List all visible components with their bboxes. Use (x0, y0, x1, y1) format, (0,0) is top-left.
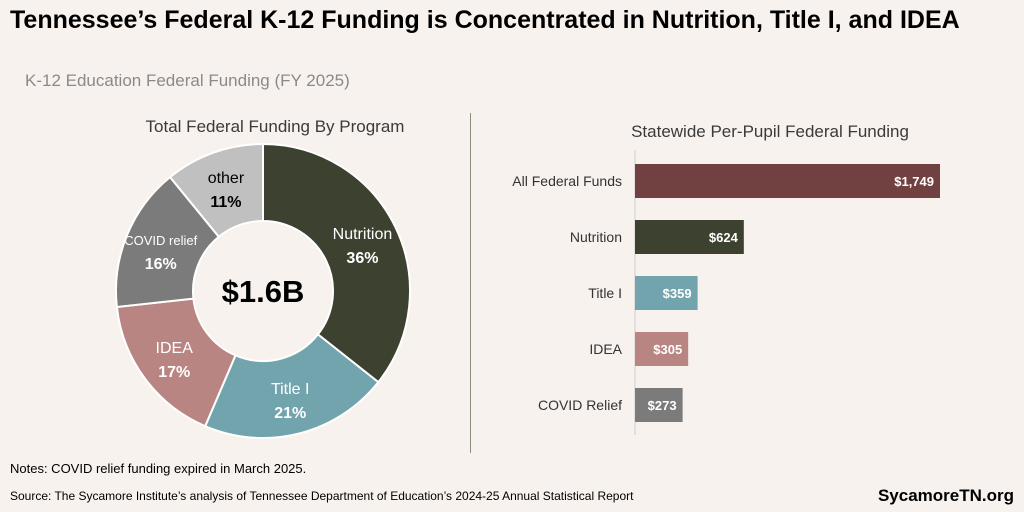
panel-divider (470, 113, 471, 453)
donut-slice-nutrition (262, 143, 411, 384)
bar-title-i (635, 276, 698, 310)
bar-covid-relief (635, 388, 683, 422)
donut-chart-title: Total Federal Funding By Program (145, 117, 405, 136)
bar-category-label: Nutrition (570, 229, 622, 245)
donut-label-other: other (208, 170, 245, 187)
donut-slice-other (168, 143, 264, 239)
donut-value-idea: 17% (158, 364, 190, 381)
brand-logo-text: SycamoreTN.org (877, 486, 1014, 505)
bar-value-label: $624 (709, 230, 739, 245)
bar-chart: All Federal Funds $1,749 Nutrition $624 Titl… (512, 150, 940, 435)
bar-value-label: $359 (663, 286, 692, 301)
donut-label-idea: IDEA (156, 340, 194, 357)
bar-category-label: IDEA (589, 341, 622, 357)
donut-label-nutrition: Nutrition (333, 226, 393, 243)
donut-label-title-i: Title I (271, 381, 310, 398)
donut-value-title-i: 21% (274, 405, 306, 422)
bar-category-label: All Federal Funds (512, 173, 622, 189)
donut-center-label: $1.6B (222, 274, 305, 309)
notes-text: Notes: COVID relief funding expired in M… (10, 461, 307, 476)
bar-idea (635, 332, 689, 366)
donut-slice-idea (115, 297, 237, 428)
donut-chart: Nutrition 36% Title I 21% IDEA 17% COVID relie… (115, 143, 411, 439)
page-title: Tennessee’s Federal K-12 Funding is Conc… (10, 6, 960, 34)
bar-nutrition (635, 220, 744, 254)
bar-value-label: $273 (648, 398, 677, 413)
donut-slice-covid-relief (115, 175, 221, 309)
bar-category-label: Title I (588, 285, 622, 301)
bar-value-label: $305 (653, 342, 682, 357)
source-text: Source: The Sycamore Institute’s analysi… (10, 489, 634, 503)
bar-value-label: $1,749 (894, 174, 934, 189)
donut-value-nutrition: 36% (346, 250, 378, 267)
page-subtitle: K-12 Education Federal Funding (FY 2025) (25, 71, 350, 90)
bar-chart-title: Statewide Per-Pupil Federal Funding (631, 122, 909, 141)
donut-value-covid-relief: 16% (145, 256, 177, 273)
donut-value-other: 11% (210, 194, 241, 211)
bar-all-federal-funds (635, 164, 940, 198)
donut-slice-title-i (203, 332, 380, 439)
bar-category-label: COVID Relief (538, 397, 622, 413)
donut-label-covid-relief: COVID relief (124, 233, 197, 248)
